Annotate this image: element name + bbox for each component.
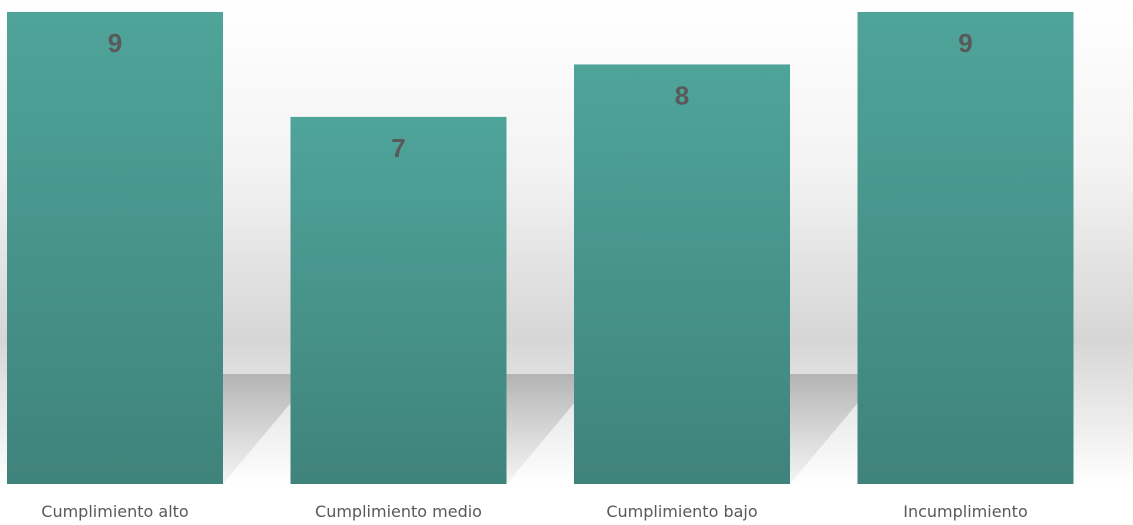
bar-cumplimiento-bajo bbox=[574, 64, 790, 484]
data-label-cumplimiento-alto: 9 bbox=[108, 28, 122, 58]
category-label-cumplimiento-medio: Cumplimiento medio bbox=[315, 502, 482, 521]
data-label-cumplimiento-medio: 7 bbox=[391, 133, 405, 163]
category-labels: Cumplimiento alto Cumplimiento medio Cumpl… bbox=[41, 502, 1027, 521]
data-labels: 9 7 8 9 bbox=[108, 28, 973, 163]
category-label-cumplimiento-bajo: Cumplimiento bajo bbox=[606, 502, 757, 521]
category-label-incumplimiento: Incumplimiento bbox=[903, 502, 1028, 521]
data-label-cumplimiento-bajo: 8 bbox=[675, 80, 689, 110]
bar-cumplimiento-medio bbox=[290, 116, 507, 484]
bar-cumplimiento-alto bbox=[7, 12, 223, 484]
data-label-incumplimiento: 9 bbox=[958, 28, 972, 58]
category-label-cumplimiento-alto: Cumplimiento alto bbox=[41, 502, 188, 521]
bars bbox=[7, 12, 1074, 484]
bar-incumplimiento bbox=[857, 12, 1074, 484]
